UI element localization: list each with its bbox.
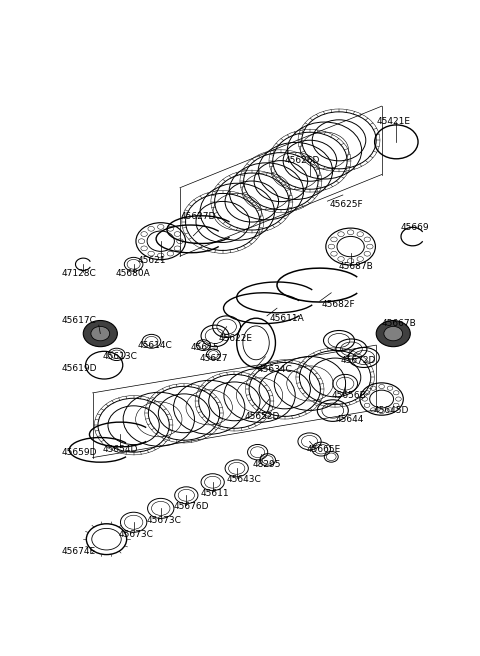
Ellipse shape (376, 321, 410, 346)
Text: 45615: 45615 (190, 343, 219, 352)
Text: 45621: 45621 (137, 256, 166, 265)
Ellipse shape (384, 327, 403, 340)
Text: 45673C: 45673C (147, 516, 181, 525)
Text: 45667B: 45667B (382, 319, 416, 328)
Text: 45674E: 45674E (61, 547, 96, 556)
Text: 45672D: 45672D (340, 356, 376, 365)
Text: 45659D: 45659D (61, 449, 97, 457)
Text: 45625F: 45625F (330, 199, 363, 209)
Text: 45680A: 45680A (116, 269, 151, 278)
Text: 45627D: 45627D (180, 212, 216, 221)
Text: 45627: 45627 (200, 354, 228, 363)
Text: 45654D: 45654D (103, 445, 138, 453)
Text: 45676D: 45676D (174, 502, 209, 511)
Text: 45645D: 45645D (374, 406, 409, 415)
Text: 45643C: 45643C (227, 476, 262, 484)
Text: 45656B: 45656B (331, 391, 366, 400)
Text: 45611A: 45611A (269, 314, 304, 323)
Text: 45673C: 45673C (118, 530, 153, 539)
Text: 45665E: 45665E (306, 445, 341, 453)
Text: 45634C: 45634C (258, 365, 292, 375)
Text: 45687B: 45687B (339, 262, 374, 271)
Ellipse shape (91, 327, 109, 340)
Text: 45622E: 45622E (219, 335, 253, 344)
Ellipse shape (83, 321, 117, 346)
Text: 45644: 45644 (335, 415, 363, 424)
Text: 47128C: 47128C (61, 269, 96, 278)
Text: 45421E: 45421E (376, 117, 410, 127)
Text: 45613C: 45613C (103, 352, 137, 361)
Text: 45614C: 45614C (137, 340, 172, 350)
Text: 45669: 45669 (401, 223, 430, 232)
Text: 45617C: 45617C (61, 316, 96, 325)
Text: 45682F: 45682F (322, 300, 356, 309)
Text: 45611: 45611 (201, 489, 229, 499)
Text: 45619D: 45619D (61, 363, 97, 373)
Text: 48295: 48295 (252, 460, 281, 469)
Text: 45652D: 45652D (244, 412, 280, 421)
Text: 45626D: 45626D (285, 156, 320, 165)
